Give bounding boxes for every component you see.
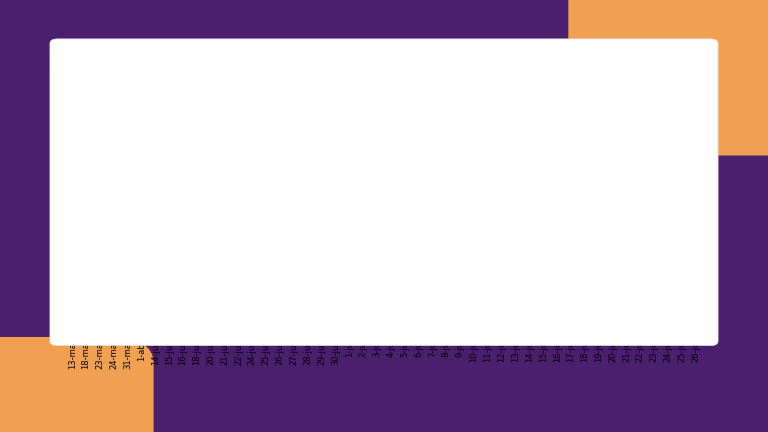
Title: LGSM: LGSM [362, 44, 406, 60]
